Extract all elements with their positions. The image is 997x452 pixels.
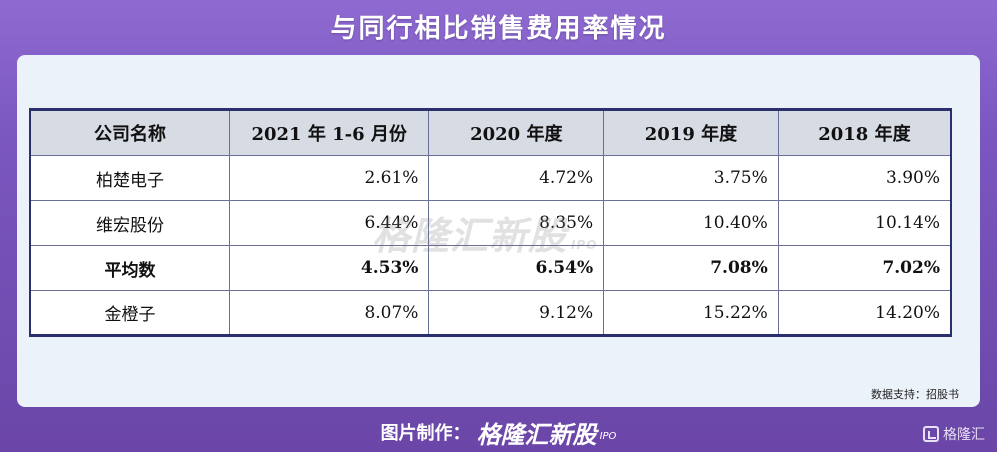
- column-header: 2018 年度: [777, 109, 952, 156]
- footer-brand-sub: IPO: [599, 431, 617, 442]
- value-cell: 10.40%: [603, 200, 779, 246]
- value-cell: 4.72%: [428, 155, 605, 201]
- footer: 图片制作： 格隆汇新股 IPO: [0, 412, 997, 452]
- company-name-cell: 柏楚电子: [29, 155, 230, 201]
- column-header: 2021 年 1-6 月份: [228, 109, 430, 156]
- value-cell: 6.44%: [228, 200, 430, 246]
- table-row-average: 平均数 4.53% 6.54% 7.08% 7.02%: [29, 245, 952, 291]
- value-cell: 6.54%: [428, 245, 605, 291]
- table-row: 柏楚电子 2.61% 4.72% 3.75% 3.90%: [29, 155, 952, 201]
- gelonghui-logo-icon: [923, 426, 939, 442]
- value-cell: 14.20%: [777, 290, 952, 336]
- value-cell: 3.75%: [603, 155, 779, 201]
- value-cell: 9.12%: [428, 290, 605, 336]
- data-source-note: 数据支持：招股书: [871, 388, 959, 401]
- page-title: 与同行相比销售费用率情况: [330, 13, 667, 44]
- column-header: 2019 年度: [603, 109, 779, 156]
- corner-logo: 格隆汇: [923, 424, 985, 444]
- company-name-cell: 维宏股份: [29, 200, 230, 246]
- value-cell: 8.35%: [428, 200, 605, 246]
- column-header: 公司名称: [29, 109, 230, 156]
- table-row: 金橙子 8.07% 9.12% 15.22% 14.20%: [29, 290, 952, 336]
- value-cell: 4.53%: [228, 245, 430, 291]
- footer-brand: 格隆汇新股: [476, 420, 597, 449]
- company-name-cell: 金橙子: [29, 290, 230, 336]
- value-cell: 2.61%: [228, 155, 430, 201]
- value-cell: 7.02%: [777, 245, 952, 291]
- comparison-table: 公司名称 2021 年 1-6 月份 2020 年度 2019 年度 2018 …: [29, 108, 952, 337]
- value-cell: 8.07%: [228, 290, 430, 336]
- column-header: 2020 年度: [428, 109, 605, 156]
- value-cell: 15.22%: [603, 290, 779, 336]
- table-header-row: 公司名称 2021 年 1-6 月份 2020 年度 2019 年度 2018 …: [29, 109, 952, 156]
- corner-logo-text: 格隆汇: [943, 427, 985, 443]
- value-cell: 3.90%: [777, 155, 952, 201]
- company-name-cell: 平均数: [29, 245, 230, 291]
- value-cell: 7.08%: [603, 245, 779, 291]
- footer-label: 图片制作：: [380, 423, 471, 444]
- value-cell: 10.14%: [777, 200, 952, 246]
- table-row: 维宏股份 6.44% 8.35% 10.40% 10.14%: [29, 200, 952, 246]
- title-bar: 与同行相比销售费用率情况: [0, 0, 997, 52]
